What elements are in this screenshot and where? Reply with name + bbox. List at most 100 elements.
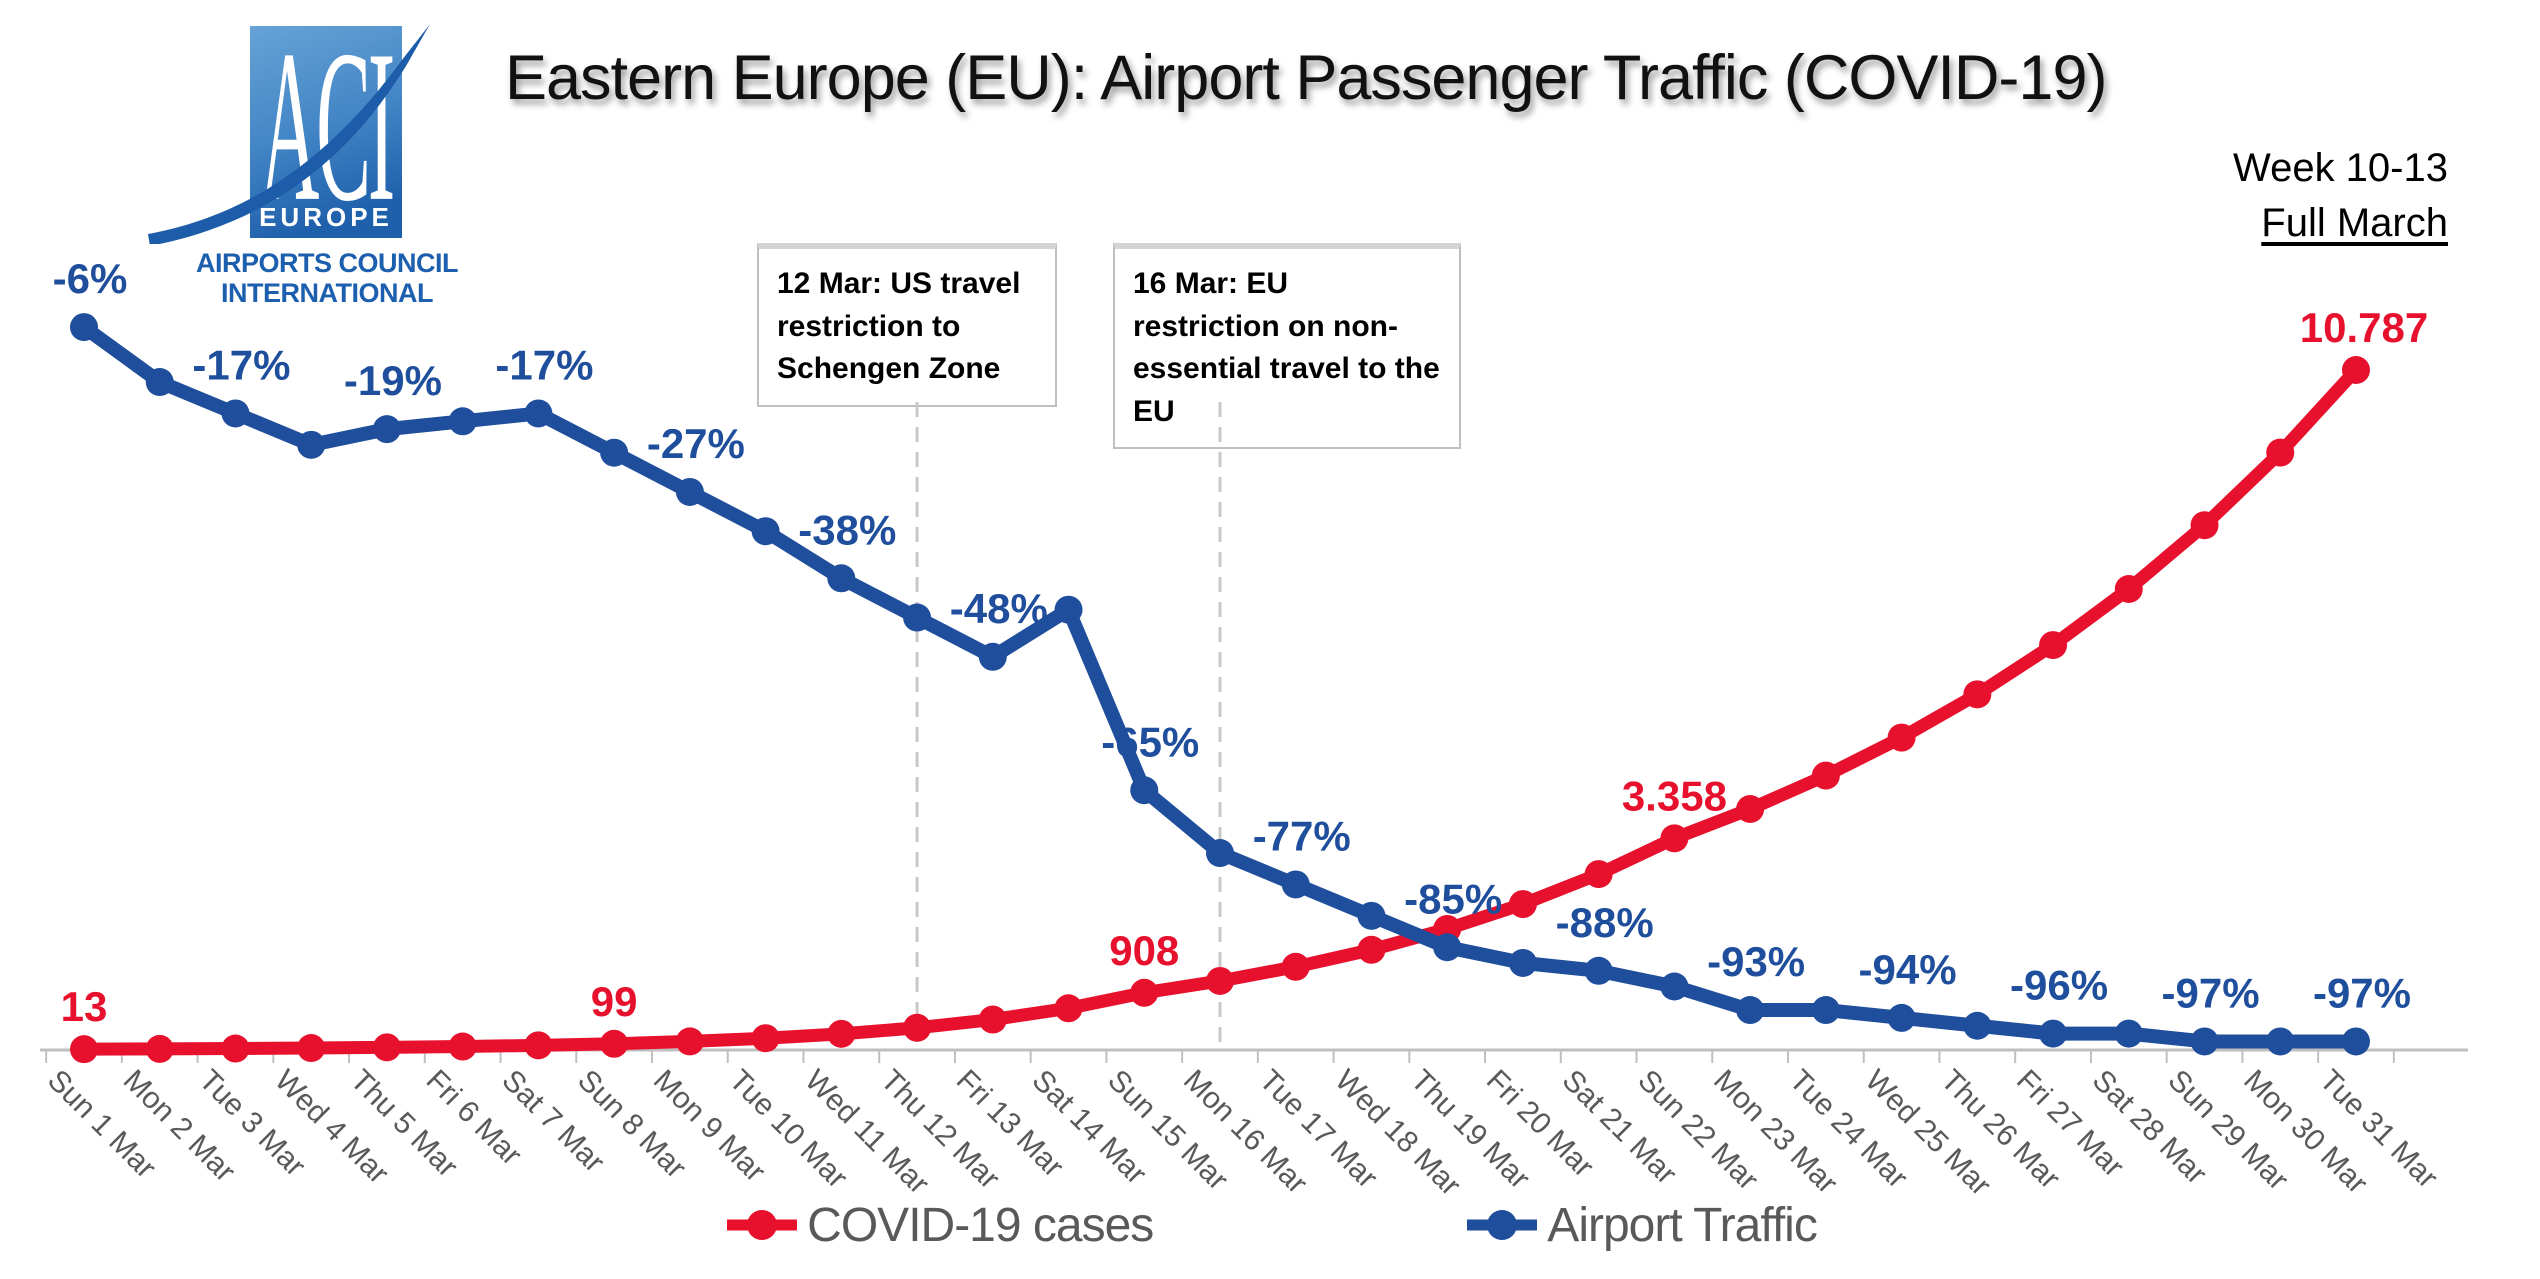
airport-traffic-point [2039,1019,2068,1048]
airport-traffic-data-label: -94% [1859,946,1957,993]
airport-traffic-point [903,603,932,632]
airport-traffic-data-label: -17% [192,341,290,388]
airport-traffic-point [1584,956,1613,985]
covid-cases-point [448,1032,477,1061]
covid-cases-point [372,1033,401,1062]
airport-traffic-point [2266,1027,2295,1056]
annotation-box-12mar: 12 Mar: US travel restriction to Schenge… [757,243,1057,407]
airport-traffic-data-label: -93% [1707,938,1805,985]
airport-traffic-point [751,517,780,546]
covid-cases-point [1357,935,1386,964]
legend-dot [1487,1210,1518,1240]
covid-cases-data-label: 99 [591,978,638,1025]
covid-cases-point [1963,680,1992,709]
logo-caption: AIRPORTS COUNCIL INTERNATIONAL [196,248,459,309]
covid-cases-point [675,1027,704,1056]
airport-traffic-point [1130,776,1159,805]
covid-cases-point [1205,966,1234,995]
covid-cases-point [2114,574,2143,603]
airport-traffic-point [448,407,477,436]
covid-cases-point [1508,890,1537,919]
airport-traffic-data-label: -88% [1556,899,1654,946]
airport-traffic-legend-marker [1467,1210,1538,1240]
annotation-box-16mar: 16 Mar: EU restriction on non-essential … [1113,243,1461,450]
airport-traffic-data-label: -97% [2161,969,2259,1016]
airport-traffic-data-label: -38% [798,506,896,553]
legend-item-airport-traffic: Airport Traffic [1463,1198,1818,1253]
airport-traffic-point [1054,595,1083,624]
covid-cases-point [1887,723,1916,752]
annotation-text-12mar: 12 Mar: US travel restriction to Schenge… [777,267,1021,386]
airport-traffic-data-label: -97% [2313,969,2411,1016]
corner-labels: Week 10-13 Full March [2233,146,2448,246]
airport-traffic-point [2190,1027,2219,1056]
covid-cases-point [2266,438,2295,467]
covid-cases-point [903,1013,932,1042]
airport-traffic-point [524,399,553,428]
covid-cases-point [1130,978,1159,1007]
period-label: Full March [2261,201,2448,245]
chart-legend: COVID-19 cases Airport Traffic [0,1180,2540,1270]
airport-traffic-point [1205,839,1234,868]
legend-label-airport-traffic: Airport Traffic [1547,1198,1818,1252]
airport-traffic-data-label: -17% [495,341,593,388]
covid-cases-point [1736,795,1765,824]
legend-label-covid-cases: COVID-19 cases [807,1198,1154,1252]
airport-traffic-point [1811,996,1840,1025]
airport-traffic-data-label: -48% [950,585,1048,632]
covid-cases-data-label: 13 [61,983,108,1030]
airport-traffic-point [70,313,98,342]
airport-traffic-point [827,564,856,593]
covid-cases-point [751,1024,780,1053]
airport-traffic-point [1433,933,1462,962]
covid-cases-point [1281,952,1310,981]
airport-traffic-point [372,415,401,444]
covid-cases-data-label: 10.787 [2300,304,2428,351]
airport-traffic-point [978,642,1007,671]
covid-cases-legend-marker [727,1210,798,1240]
covid-cases-point [1811,761,1840,790]
covid-cases-data-label: 908 [1109,927,1179,974]
covid-cases-point [145,1034,174,1063]
airport-traffic-data-label: -65% [1101,718,1199,765]
covid-cases-point [297,1034,326,1063]
covid-cases-point [600,1029,629,1058]
logo-acronym: ACI [260,22,393,244]
covid-cases-point [2190,511,2219,540]
airport-traffic-point [1963,1011,1992,1040]
page-title: Eastern Europe (EU): Airport Passenger T… [505,43,2107,113]
covid-cases-point [524,1031,553,1060]
airport-traffic-data-label: -27% [647,420,745,467]
logo-caption-line1: AIRPORTS COUNCIL [196,248,459,278]
covid-cases-data-label: 3.358 [1622,772,1727,819]
airport-traffic-point [1281,870,1310,899]
covid-cases-point [2039,631,2068,660]
covid-cases-point [1660,824,1689,853]
legend-dot [747,1210,778,1240]
airport-traffic-data-label: -77% [1253,812,1351,859]
airport-traffic-point [1887,1003,1916,1032]
airport-traffic-point [297,430,326,459]
annotation-text-16mar: 16 Mar: EU restriction on non-essential … [1133,267,1440,428]
airport-traffic-point [600,438,629,467]
week-label: Week 10-13 [2233,146,2448,190]
logo-caption-line2: INTERNATIONAL [221,278,433,309]
airport-traffic-point [1508,948,1537,977]
airport-traffic-point [2341,1027,2370,1056]
logo-field [250,26,402,238]
covid-cases-point [978,1005,1007,1034]
airport-traffic-point [1736,996,1765,1025]
covid-cases-point [1584,860,1613,889]
airport-traffic-data-label: -85% [1404,875,1502,922]
airport-traffic-point [1660,972,1689,1001]
covid-cases-point [827,1019,856,1048]
aci-logo-graphic: ACI EUROPE [148,5,430,247]
airport-traffic-point [1357,901,1386,930]
legend-item-covid-cases: COVID-19 cases [723,1198,1154,1253]
covid-cases-point [2341,356,2370,384]
logo-region: EUROPE [259,202,393,232]
airport-traffic-data-label: -19% [344,357,442,404]
aci-europe-logo: ACI EUROPE [140,5,440,249]
